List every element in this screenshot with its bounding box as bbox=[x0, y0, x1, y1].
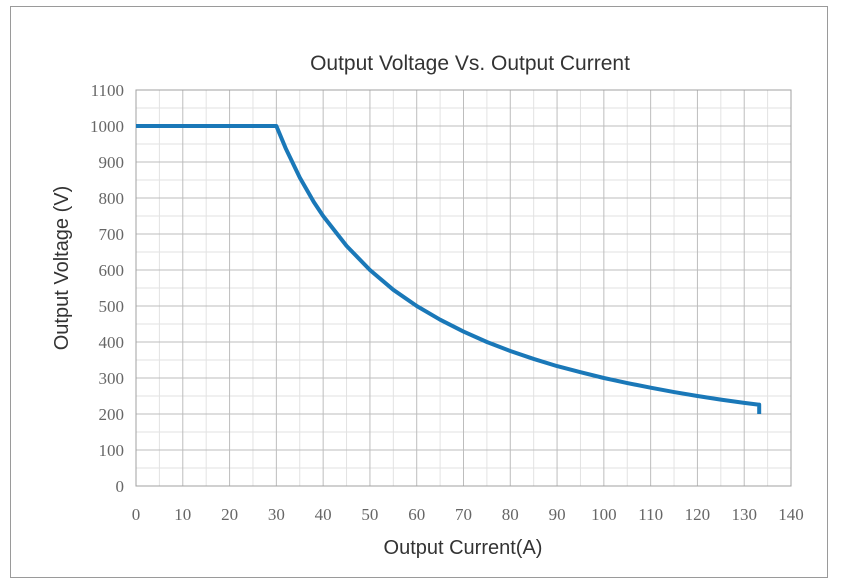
chart-title: Output Voltage Vs. Output Current bbox=[310, 52, 630, 75]
x-tick-label: 120 bbox=[685, 505, 711, 524]
series-line bbox=[136, 124, 762, 414]
chart-frame bbox=[10, 6, 828, 578]
y-tick-label: 300 bbox=[99, 369, 125, 388]
x-tick-label: 40 bbox=[315, 505, 332, 524]
x-tick-label: 20 bbox=[221, 505, 238, 524]
y-tick-label: 800 bbox=[99, 189, 125, 208]
x-tick-label: 80 bbox=[502, 505, 519, 524]
y-tick-label: 1100 bbox=[91, 81, 124, 100]
x-tick-label: 60 bbox=[408, 505, 425, 524]
x-tick-label: 100 bbox=[591, 505, 617, 524]
y-axis-label: Output Voltage (V) bbox=[51, 186, 73, 351]
plot-area-border bbox=[135, 89, 792, 487]
x-tick-label: 70 bbox=[455, 505, 472, 524]
x-tick-label: 140 bbox=[778, 505, 804, 524]
major-gridlines bbox=[136, 90, 791, 486]
x-tick-label: 110 bbox=[638, 505, 663, 524]
y-tick-label: 700 bbox=[99, 225, 125, 244]
x-tick-labels: 0 10 20 30 40 50 60 70 80 90 100 110 120 130 140 bbox=[132, 505, 804, 524]
y-tick-label: 100 bbox=[99, 441, 125, 460]
y-tick-label: 400 bbox=[99, 333, 125, 352]
y-tick-label: 0 bbox=[116, 477, 125, 496]
x-tick-label: 90 bbox=[549, 505, 566, 524]
x-tick-label: 50 bbox=[361, 505, 378, 524]
x-tick-label: 10 bbox=[174, 505, 191, 524]
y-tick-label: 200 bbox=[99, 405, 125, 424]
y-tick-labels: 0 100 200 300 400 500 600 700 800 900 1000 1100 bbox=[90, 81, 124, 496]
y-tick-label: 600 bbox=[99, 261, 125, 280]
y-tick-label: 500 bbox=[99, 297, 125, 316]
x-tick-label: 0 bbox=[132, 505, 141, 524]
y-tick-label: 1000 bbox=[90, 117, 124, 136]
x-axis-label: Output Current(A) bbox=[384, 537, 543, 559]
x-tick-label: 130 bbox=[731, 505, 757, 524]
x-tick-label: 30 bbox=[268, 505, 285, 524]
y-tick-label: 900 bbox=[99, 153, 125, 172]
